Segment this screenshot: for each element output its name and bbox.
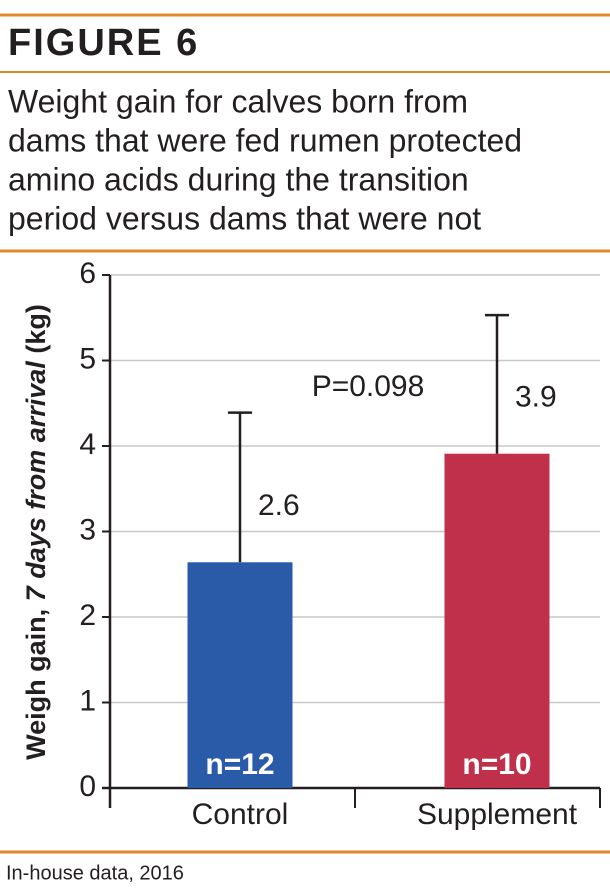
title-line: Weight gain for calves born from xyxy=(8,83,468,119)
x-tick-label: Control xyxy=(192,798,289,831)
y-tick-label: 6 xyxy=(79,257,96,290)
y-label-part: 7 days from arrival xyxy=(21,361,51,602)
title-line: period versus dams that were not xyxy=(8,200,481,236)
y-tick-label: 3 xyxy=(79,513,96,546)
y-label-part: (kg) xyxy=(21,304,51,361)
title-line: dams that were fed rumen protected xyxy=(8,122,522,158)
bar-label: n=10 xyxy=(462,748,531,781)
y-tick-label: 0 xyxy=(79,770,96,803)
title-line: amino acids during the transition xyxy=(8,161,469,197)
value-label: 3.9 xyxy=(515,381,557,414)
y-label-part: Weigh gain, xyxy=(21,601,51,760)
heading: FIGURE 6 xyxy=(8,22,199,64)
y-axis-label: Weigh gain, 7 days from arrival (kg) xyxy=(21,304,51,760)
y-tick-label: 5 xyxy=(79,342,96,375)
bar xyxy=(187,562,293,788)
annotation: P=0.098 xyxy=(312,370,425,403)
y-tick-label: 4 xyxy=(79,428,96,461)
y-tick-label: 1 xyxy=(79,684,96,717)
x-tick-label: Supplement xyxy=(417,798,578,831)
y-tick-label: 2 xyxy=(79,599,96,632)
bar xyxy=(444,453,550,788)
bar-label: n=12 xyxy=(205,748,274,781)
source: In-house data, 2016 xyxy=(6,862,184,884)
value-label: 2.6 xyxy=(258,489,300,522)
